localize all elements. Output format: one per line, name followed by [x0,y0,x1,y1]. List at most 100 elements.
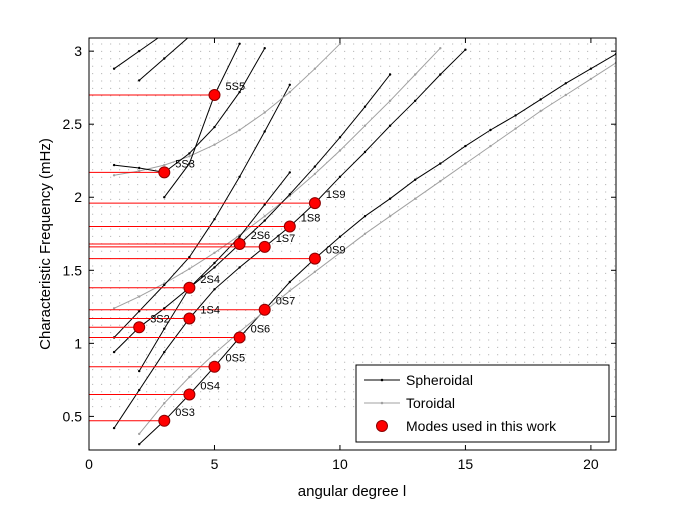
mode-label: 0S6 [251,324,271,336]
spheroidal-point [313,165,317,168]
spheroidal-point [213,266,216,269]
mode-marker [133,321,146,334]
spheroidal-point [439,162,442,165]
spheroidal-point [138,310,141,313]
spheroidal-point [288,280,291,284]
spheroidal-point [589,67,593,70]
spheroidal-point [388,73,392,76]
mode-marker [283,220,296,233]
toroidal-point [338,251,342,254]
toroidal-point [489,144,492,148]
mode-marker [183,388,196,401]
toroidal-point [363,232,367,235]
toroidal-point [313,67,317,70]
x-tick-label: 0 [85,456,93,472]
toroidal-point [539,109,542,113]
spheroidal-point [338,175,342,178]
spheroidal-point [163,196,166,199]
spheroidal-point [163,350,166,354]
mode-label: 1S4 [200,305,220,317]
spheroidal-point [188,152,191,155]
toroidal-point [564,93,567,97]
toroidal-point [313,270,317,273]
toroidal-point [313,172,317,176]
legend-label: Spheroidal [406,372,473,388]
spheroidal-point [163,57,166,60]
mode-marker [158,166,171,179]
y-tick-label: 1.5 [63,262,83,278]
mode-markers: 0S3 0S4 0S5 0S6 0S7 0S9 1S4 1S7 1S8 1S9 2S4 2S6 3S2 5… [133,81,346,427]
background-dot-grid [92,43,616,408]
spheroidal-point [138,369,141,373]
spheroidal-point [388,197,392,200]
spheroidal-point [539,98,542,101]
spheroidal-point [213,261,216,265]
x-axis-title: angular degree l [298,483,406,500]
mode-label: 0S5 [226,353,246,365]
spheroidal-point [388,124,392,127]
spheroidal-point [188,162,191,165]
spheroidal-point [288,171,291,174]
spheroidal-point [288,83,291,87]
toroidal-point [414,73,417,76]
mode-label: 1S7 [276,233,296,245]
y-tick-label: 1 [74,335,82,351]
toroidal-point [163,163,166,167]
spheroidal-point [188,255,191,259]
spheroidal-point [163,283,166,287]
toroidal-point [188,375,191,379]
mode-label: 5S3 [175,158,195,170]
mode-marker [183,312,196,325]
spheroidal-point [138,388,141,392]
spheroidal-point [112,163,116,167]
toroidal-branch-1 [138,62,616,435]
toroidal-branch-7 [114,43,341,176]
mode-marker [258,303,271,316]
mode-label: 0S9 [326,245,346,257]
toroidal-point [238,128,241,132]
spheroidal-point [112,350,116,354]
x-tick-label: 5 [211,456,219,472]
x-tick-label: 15 [458,456,474,472]
spheroidal-point [414,99,417,103]
spheroidal-point [213,125,216,129]
y-axis-title: Characteristic Frequency (mHz) [37,138,54,350]
mode-label: 2S4 [200,274,220,286]
background-dot-pattern [92,43,616,408]
toroidal-point [213,143,216,146]
legend: Spheroidal Toroidal Modes used in this wor… [355,364,610,443]
spheroidal-point [163,307,166,310]
toroidal-point [188,267,191,270]
toroidal-point [213,251,216,254]
spheroidal-point [263,203,266,206]
toroidal-point [112,174,116,177]
spheroidal-point [163,32,165,34]
mode-marker [258,240,271,253]
spheroidal-point [213,13,215,15]
spheroidal-branch-11 [138,38,189,81]
toroidal-point [263,215,266,218]
toroidal-point [439,47,442,50]
spheroidal-point [263,47,266,50]
toroidal-point [138,432,141,436]
mode-label: 3S2 [150,313,170,325]
mode-marker [308,197,321,210]
mode-label: 1S9 [326,189,346,201]
toroidal-point [338,149,342,152]
legend-label: Toroidal [406,395,455,411]
legend-toroidal-dot [380,401,384,405]
spheroidal-point [288,193,291,196]
toroidal-point [213,352,216,355]
mode-label: 5S5 [226,81,246,93]
spheroidal-point [138,79,141,82]
spheroidal-point [363,105,367,108]
spheroidal-point [213,218,216,221]
toroidal-point [439,180,442,183]
toroidal-point [338,42,342,45]
toroidal-point [414,197,417,200]
toroidal-point [514,127,517,130]
spheroidal-point [464,48,467,51]
toroidal-point [589,77,593,81]
mode-branches [112,13,616,446]
